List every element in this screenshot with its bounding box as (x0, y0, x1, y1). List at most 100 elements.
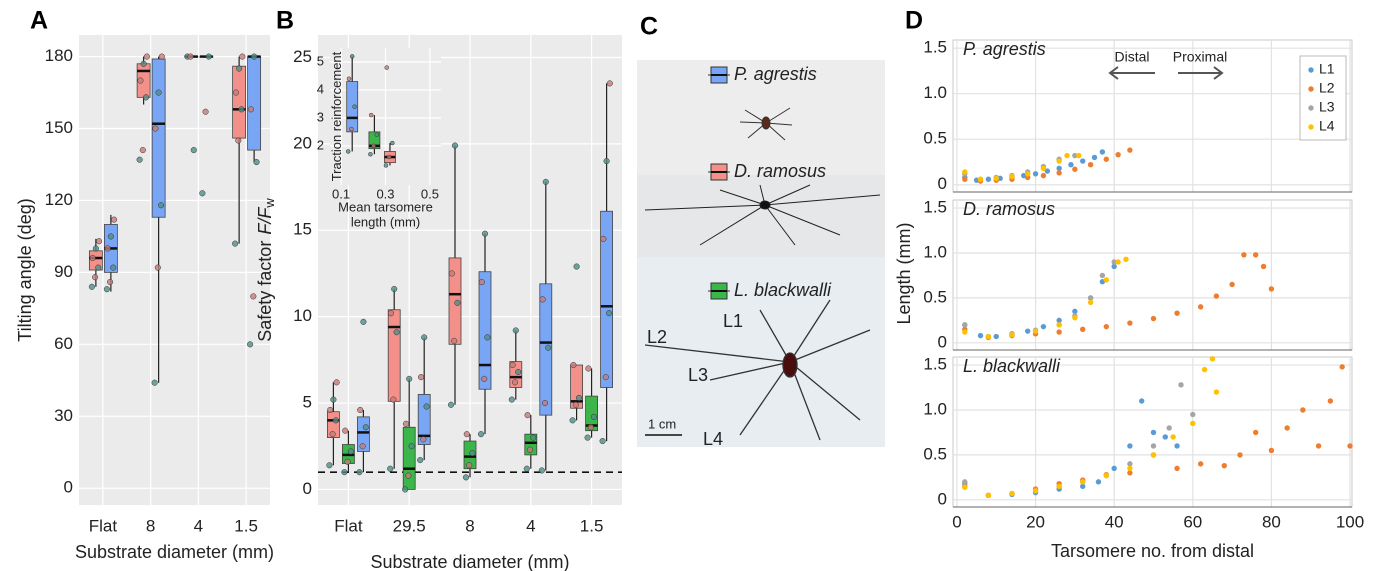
data-point (524, 412, 531, 419)
data-point (1087, 299, 1094, 306)
data-point (1127, 443, 1133, 449)
y-tick-label: 1.0 (923, 83, 947, 102)
data-point (1229, 281, 1235, 288)
subplot-title: P. agrestis (963, 39, 1046, 59)
data-point (347, 448, 354, 455)
data-point (1197, 461, 1204, 467)
data-point (408, 443, 415, 450)
data-point (1009, 173, 1015, 180)
data-point (1068, 161, 1074, 168)
x-tick-label: 80 (1262, 512, 1281, 531)
data-point (152, 125, 159, 132)
data-point (575, 394, 583, 401)
data-point (154, 264, 161, 271)
data-point (357, 406, 364, 414)
y-tick-label: 150 (45, 118, 73, 137)
data-point (1190, 420, 1196, 427)
data-point (962, 169, 968, 175)
data-point (539, 296, 546, 303)
data-point (1347, 443, 1353, 449)
data-point (1260, 263, 1267, 270)
data-point (143, 53, 150, 60)
box (247, 56, 262, 151)
data-point (1087, 295, 1094, 301)
data-point (1300, 407, 1306, 413)
data-point (1284, 425, 1290, 431)
data-point (1201, 366, 1208, 373)
x-axis-label: Mean tarsomere (338, 199, 433, 214)
data-point (1123, 256, 1129, 262)
data-point (542, 178, 549, 185)
data-point (1150, 443, 1157, 449)
data-point (1174, 310, 1180, 316)
spider (644, 299, 871, 441)
legend-marker (1308, 124, 1314, 130)
y-tick-label: 0 (64, 478, 73, 497)
data-point (509, 361, 516, 369)
data-point (1076, 152, 1082, 159)
data-point (190, 147, 197, 154)
x-axis-label: length (mm) (351, 214, 420, 229)
panel-label: A (30, 7, 48, 35)
box (346, 81, 359, 133)
data-point (1087, 161, 1094, 168)
data-point (360, 318, 367, 325)
plot-area (952, 39, 1353, 193)
data-point (545, 344, 552, 351)
data-point (1197, 304, 1204, 310)
data-point (1115, 259, 1121, 265)
x-tick-label: Flat (334, 516, 363, 535)
y-axis-label: Tilting angle (deg) (15, 198, 35, 341)
photo (637, 60, 885, 175)
y-axis-label-text: Safety factor (255, 241, 275, 342)
data-point (92, 245, 99, 252)
box (402, 426, 416, 490)
y-tick-label: 30 (54, 406, 73, 425)
box (387, 309, 401, 402)
x-tick-label: Flat (89, 516, 118, 535)
legend-label: L1 (1319, 61, 1335, 77)
x-tick-label: 40 (1105, 512, 1124, 531)
y-tick-label: 0 (303, 479, 312, 498)
data-point (1080, 483, 1086, 490)
data-point (962, 484, 968, 490)
data-point (1315, 443, 1322, 449)
data-point (387, 465, 394, 472)
data-point (1072, 314, 1078, 321)
y-axis-label-math: F/F (255, 207, 275, 235)
x-tick-label: 1.5 (580, 516, 604, 535)
data-point (1111, 259, 1117, 265)
data-point (1024, 171, 1031, 177)
legend-marker (1308, 105, 1314, 111)
data-point (406, 375, 413, 382)
data-point (155, 89, 162, 96)
y-tick-label: 25 (293, 47, 312, 66)
legend-box (1299, 55, 1347, 141)
data-point (1150, 452, 1157, 458)
y-tick-label: 15 (293, 220, 312, 239)
data-point (1252, 429, 1259, 436)
legend-label: L4 (1319, 118, 1335, 134)
data-point (1009, 332, 1015, 338)
panel-label: C (640, 13, 658, 41)
y-tick-label: 120 (45, 190, 73, 209)
species-name: D. ramosus (734, 161, 826, 181)
data-point (993, 333, 999, 340)
y-tick-label: 5 (317, 53, 324, 68)
data-point (96, 238, 103, 245)
photo-panel (637, 60, 885, 447)
data-point (368, 112, 374, 118)
x-tick-label: 0.1 (332, 186, 350, 201)
data-point (1111, 263, 1117, 270)
data-point (1170, 434, 1176, 440)
data-point (462, 474, 470, 481)
data-point (327, 406, 334, 414)
data-point (247, 341, 254, 348)
data-point (187, 53, 194, 60)
data-point (232, 240, 239, 247)
y-tick-label: 0.5 (923, 444, 947, 463)
data-point (1339, 364, 1345, 370)
data-point (332, 417, 339, 424)
